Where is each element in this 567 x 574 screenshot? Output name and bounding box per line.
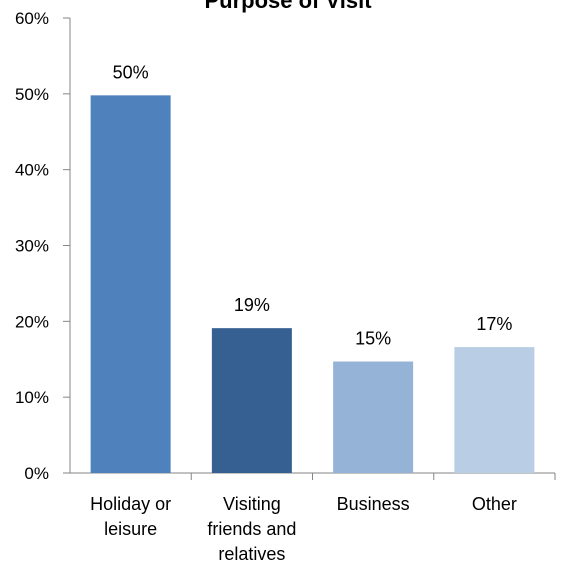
y-tick-label: 0% [24,464,49,483]
data-label: 17% [476,314,512,334]
data-label: 15% [355,329,391,349]
y-tick-label: 10% [15,388,49,407]
x-tick-label: relatives [218,544,285,564]
bar [454,347,535,473]
x-tick-label: friends and [207,519,296,539]
y-tick-label: 40% [15,161,49,180]
chart-title: Purpose of Visit [204,0,372,13]
y-tick-label: 30% [15,237,49,256]
bars-group [90,95,535,473]
y-tick-label: 20% [15,312,49,331]
x-tick-label: Other [472,494,517,514]
bar [211,328,292,473]
data-labels-group: 50% 19% 15% 17% [113,62,513,348]
x-tick-label: Holiday or [90,494,171,514]
x-tick-label: Visiting [223,494,281,514]
bar [333,361,414,473]
data-label: 50% [113,62,149,82]
data-label: 19% [234,295,270,315]
y-tick-label: 60% [15,9,49,28]
y-tick-label: 50% [15,85,49,104]
y-axis-ticks: 0% 10% 20% 30% 40% 50% 60% [15,9,70,483]
x-tick-label: Business [337,494,410,514]
x-axis-labels: Holiday or leisure Visiting friends and rela… [90,473,556,564]
bar [90,95,171,473]
x-tick-label: leisure [104,519,157,539]
